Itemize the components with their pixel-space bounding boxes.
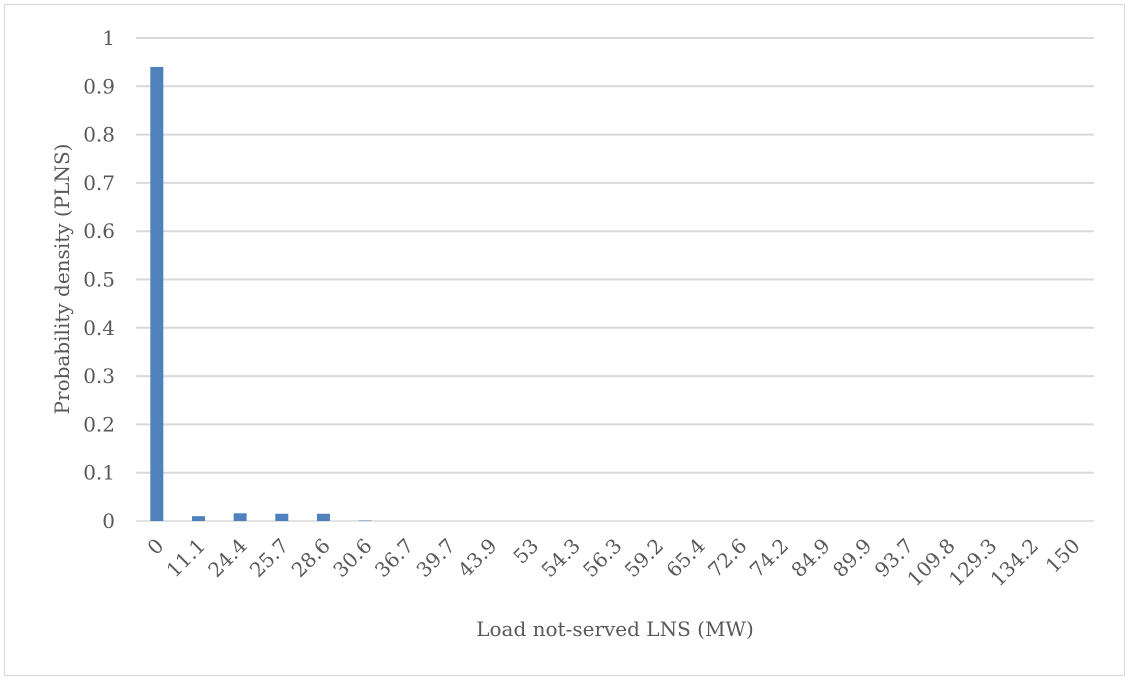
bar (191, 516, 205, 521)
x-tick-label: 74.2 (745, 534, 793, 582)
y-tick-label: 0.7 (83, 171, 115, 195)
y-axis-title: Probability density (PLNS) (50, 144, 74, 415)
y-tick-label: 0.1 (83, 461, 115, 485)
chart-frame (4, 4, 1125, 676)
x-tick-label: 84.9 (786, 534, 834, 582)
x-tick-label: 25.7 (245, 534, 293, 582)
x-tick-label: 134.2 (986, 534, 1043, 591)
y-tick-label: 1 (102, 26, 115, 50)
y-tick-label: 0.2 (83, 412, 115, 436)
x-axis-title: Load not-served LNS (MW) (476, 617, 754, 641)
x-tick-label: 65.4 (661, 534, 709, 582)
bar (233, 513, 247, 521)
y-tick-label: 0.9 (83, 74, 115, 98)
bar (275, 513, 289, 521)
y-tick-label: 0.3 (83, 364, 115, 388)
x-axis-ticks: 011.124.425.728.630.636.739.743.9 5354.35… (142, 534, 1084, 591)
bars (150, 66, 372, 521)
x-tick-label: 56.3 (578, 534, 626, 582)
x-tick-label: 150 (1041, 534, 1085, 578)
x-tick-label: 54.3 (536, 534, 584, 582)
x-tick-label: 28.6 (287, 534, 335, 582)
x-tick-label: 43.9 (453, 534, 501, 582)
bar (150, 66, 164, 521)
x-tick-label: 72.6 (703, 534, 751, 582)
y-tick-label: 0.4 (83, 316, 115, 340)
gridlines (136, 37, 1094, 522)
x-tick-label: 11.1 (162, 534, 210, 582)
y-tick-label: 0.6 (83, 219, 115, 243)
y-axis-ticks: 0 0.1 0.2 0.3 0.4 0.5 0.6 0.7 0.8 0.9 1 (83, 26, 115, 533)
x-tick-label: 30.6 (328, 534, 376, 582)
x-tick-label: 24.4 (203, 534, 251, 582)
y-tick-label: 0.8 (83, 123, 115, 147)
x-tick-label: 59.2 (620, 534, 668, 582)
y-tick-label: 0.5 (83, 268, 115, 292)
bar (316, 513, 330, 521)
x-tick-label: 0 (142, 534, 168, 560)
x-tick-label: 39.7 (411, 534, 459, 582)
y-tick-label: 0 (102, 509, 115, 533)
x-tick-label: 89.9 (828, 534, 876, 582)
x-tick-label: 36.7 (370, 534, 418, 582)
